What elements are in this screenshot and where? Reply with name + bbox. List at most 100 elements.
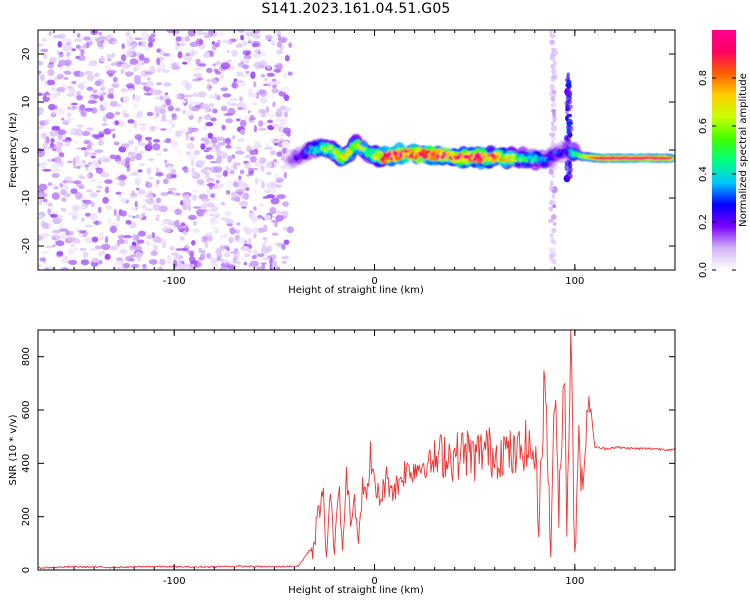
- streak-blob: [551, 49, 558, 57]
- noise-blob: [76, 165, 81, 169]
- noise-blob: [240, 34, 245, 41]
- noise-blob: [247, 88, 254, 94]
- noise-blob: [271, 232, 279, 236]
- noise-blob: [235, 80, 239, 84]
- noise-blob: [141, 204, 148, 210]
- noise-blob: [128, 139, 134, 145]
- noise-blob: [118, 180, 126, 187]
- noise-blob: [188, 214, 197, 221]
- noise-blob: [191, 167, 195, 174]
- colorbar-gradient: [712, 30, 736, 270]
- noise-blob: [175, 93, 183, 100]
- noise-blob: [270, 39, 276, 47]
- noise-blob: [156, 58, 161, 66]
- noise-blob: [38, 143, 42, 147]
- noise-blob: [92, 89, 98, 94]
- noise-blob: [248, 92, 258, 99]
- noise-blob: [192, 228, 201, 234]
- noise-blob: [131, 263, 140, 268]
- track-blob: [382, 152, 387, 158]
- noise-blob: [187, 153, 197, 161]
- noise-blob: [112, 133, 116, 139]
- noise-blob: [174, 107, 181, 112]
- streak-blob: [552, 60, 557, 67]
- noise-blob: [142, 33, 151, 37]
- noise-blob: [280, 86, 290, 93]
- noise-blob: [166, 173, 174, 180]
- noise-blob: [232, 135, 236, 140]
- noise-blob: [84, 150, 88, 158]
- noise-blob: [162, 218, 171, 225]
- noise-blob: [132, 233, 137, 241]
- streak-blob: [552, 221, 557, 226]
- noise-blob: [191, 240, 196, 246]
- noise-blob: [96, 180, 104, 184]
- noise-blob: [270, 197, 280, 205]
- noise-blob: [140, 36, 150, 41]
- noise-blob: [145, 45, 150, 52]
- noise-blob: [121, 62, 126, 71]
- track-blob: [347, 150, 352, 156]
- noise-blob: [133, 145, 139, 152]
- noise-blob: [91, 236, 99, 243]
- noise-blob: [235, 260, 241, 265]
- noise-blob: [168, 118, 174, 126]
- noise-blob: [265, 106, 269, 114]
- noise-blob: [146, 201, 156, 205]
- noise-blob: [117, 176, 121, 181]
- noise-blob: [204, 241, 209, 249]
- noise-blob: [50, 162, 60, 170]
- noise-blob: [107, 93, 114, 99]
- figure-title: S141.2023.161.04.51.G05: [261, 1, 451, 17]
- noise-blob: [148, 37, 156, 43]
- noise-blob: [102, 115, 107, 123]
- streak-blob: [548, 218, 554, 223]
- noise-blob: [165, 138, 172, 144]
- noise-blob: [177, 224, 183, 231]
- noise-blob: [109, 225, 117, 234]
- noise-blob: [203, 137, 210, 141]
- streak-blob: [552, 204, 557, 209]
- noise-blob: [264, 77, 268, 82]
- noise-blob: [262, 257, 270, 261]
- streak-blob: [548, 199, 556, 206]
- noise-blob: [65, 119, 71, 123]
- noise-blob: [248, 167, 255, 174]
- noise-blob: [186, 142, 195, 150]
- noise-blob: [137, 230, 146, 237]
- noise-blob: [258, 127, 267, 131]
- noise-blob: [180, 222, 186, 227]
- x-tick-label: 0: [371, 276, 377, 287]
- noise-blob: [51, 148, 57, 151]
- snr-x-label: Height of straight line (km): [288, 585, 424, 596]
- noise-blob: [72, 247, 78, 252]
- noise-blob: [114, 111, 121, 116]
- track-blob: [336, 150, 341, 155]
- noise-blob: [193, 72, 203, 78]
- noise-blob: [225, 144, 232, 149]
- noise-blob: [85, 166, 89, 172]
- noise-blob: [172, 259, 178, 267]
- noise-blob: [171, 114, 178, 121]
- noise-blob: [189, 41, 199, 47]
- streak-blob: [566, 113, 572, 117]
- noise-blob: [102, 101, 109, 109]
- noise-blob: [86, 127, 94, 131]
- noise-blob: [253, 206, 257, 211]
- noise-blob: [155, 179, 160, 185]
- noise-blob: [167, 187, 178, 191]
- track-blob: [370, 150, 375, 156]
- noise-blob: [60, 117, 65, 121]
- noise-blob: [58, 152, 65, 158]
- streak-blob: [552, 89, 557, 95]
- noise-blob: [80, 48, 85, 56]
- track-blob: [426, 149, 431, 154]
- noise-blob: [76, 227, 80, 233]
- noise-blob: [119, 248, 128, 255]
- noise-blob: [206, 79, 211, 82]
- noise-blob: [47, 158, 53, 163]
- noise-blob: [229, 97, 239, 102]
- noise-blob: [128, 153, 132, 159]
- noise-blob: [98, 232, 105, 240]
